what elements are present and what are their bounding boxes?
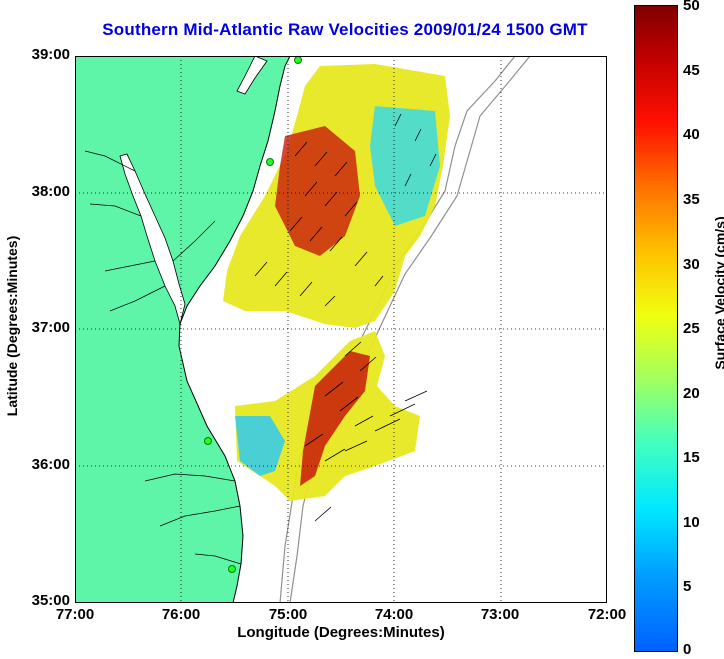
y-tick-label: 35:00 — [31, 592, 70, 609]
x-tick-label: 75:00 — [268, 606, 308, 623]
x-tick-label: 74:00 — [374, 606, 414, 623]
colorbar-tick: 0 — [683, 641, 692, 658]
albemarle-sound — [144, 473, 242, 565]
colorbar-tick: 15 — [683, 449, 700, 466]
y-tick-label: 36:00 — [31, 456, 70, 473]
y-tick-label: 39:00 — [31, 46, 70, 63]
colorbar-tick: 40 — [683, 126, 700, 143]
x-tick-label: 72:00 — [587, 606, 627, 623]
map-title: Southern Mid-Atlantic Raw Velocities 200… — [102, 20, 588, 39]
colorbar-tick: 35 — [683, 191, 700, 208]
bay-tributary — [84, 150, 216, 312]
colorbar-tick: 45 — [683, 62, 700, 79]
colorbar-tick: 20 — [683, 385, 700, 402]
plot-frame — [75, 56, 607, 603]
grid-lines — [75, 56, 607, 603]
colorbar-tick: 30 — [683, 256, 700, 273]
chesapeake-bay — [119, 153, 186, 326]
colorbar-tick: 25 — [683, 320, 700, 337]
delaware-bay — [236, 56, 268, 95]
colorbar-tick: 10 — [683, 514, 700, 531]
velocity-field-north-cyan — [370, 106, 440, 226]
x-tick-label: 77:00 — [55, 606, 95, 623]
map-plot-area — [75, 56, 607, 603]
velocity-field-south-cyan — [235, 416, 285, 476]
colorbar-tick: 5 — [683, 578, 692, 595]
y-axis-label: Latitude (Degrees:Minutes) — [4, 235, 20, 417]
x-tick-label: 73:00 — [480, 606, 520, 623]
x-tick-label: 76:00 — [161, 606, 201, 623]
colorbar — [634, 5, 678, 652]
x-axis-label: Longitude (Degrees:Minutes) — [237, 624, 445, 641]
land-mass — [75, 56, 291, 603]
velocity-arrows — [254, 113, 437, 522]
y-tick-label: 38:00 — [31, 183, 70, 200]
y-tick-label: 37:00 — [31, 319, 70, 336]
velocity-field-south-red — [300, 351, 370, 486]
radar-stations — [204, 56, 302, 573]
colorbar-tick: 50 — [683, 0, 700, 14]
